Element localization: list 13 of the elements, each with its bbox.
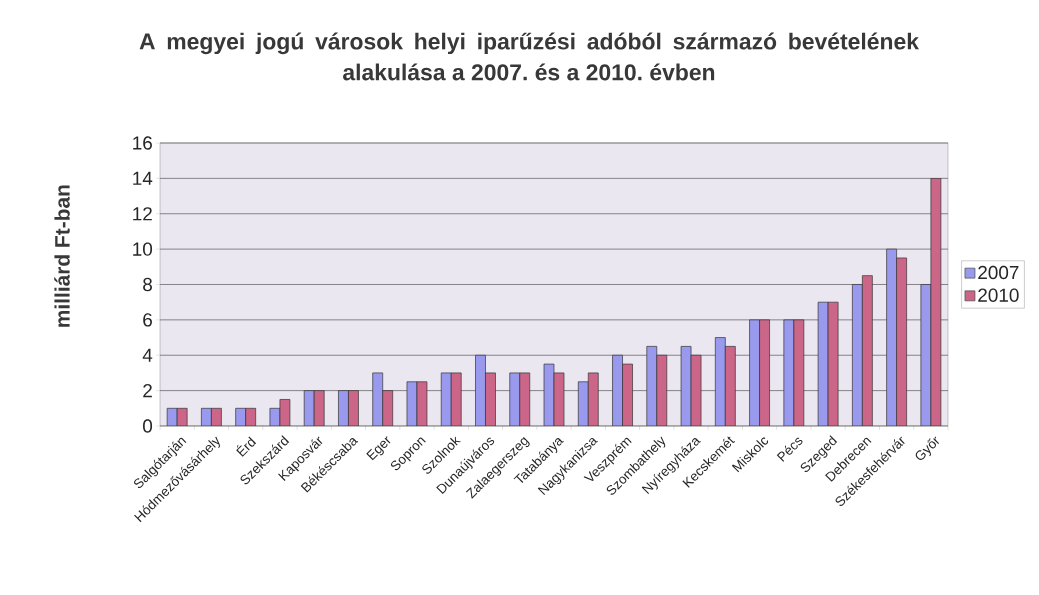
y-tick-label: 6 [143,313,152,327]
chart-title: A megyei jogú városok helyi iparűzési adóból származó bevételének alakulása a 2007. és a 2010. évben [139,32,919,81]
legend-label: 2010 [978,288,1019,302]
y-tick-label: 0 [143,419,153,433]
y-tick-label: 16 [133,136,152,150]
y-axis-title: milliárd Ft-ban [54,185,70,327]
y-tick-label: 12 [133,207,152,221]
y-tick-label: 14 [133,171,153,185]
y-tick-label: 8 [143,277,152,292]
legend-label: 2007 [978,265,1019,280]
y-tick-label: 2 [143,384,152,398]
y-tick-label: 4 [142,348,153,362]
y-tick-label: 10 [133,242,153,256]
